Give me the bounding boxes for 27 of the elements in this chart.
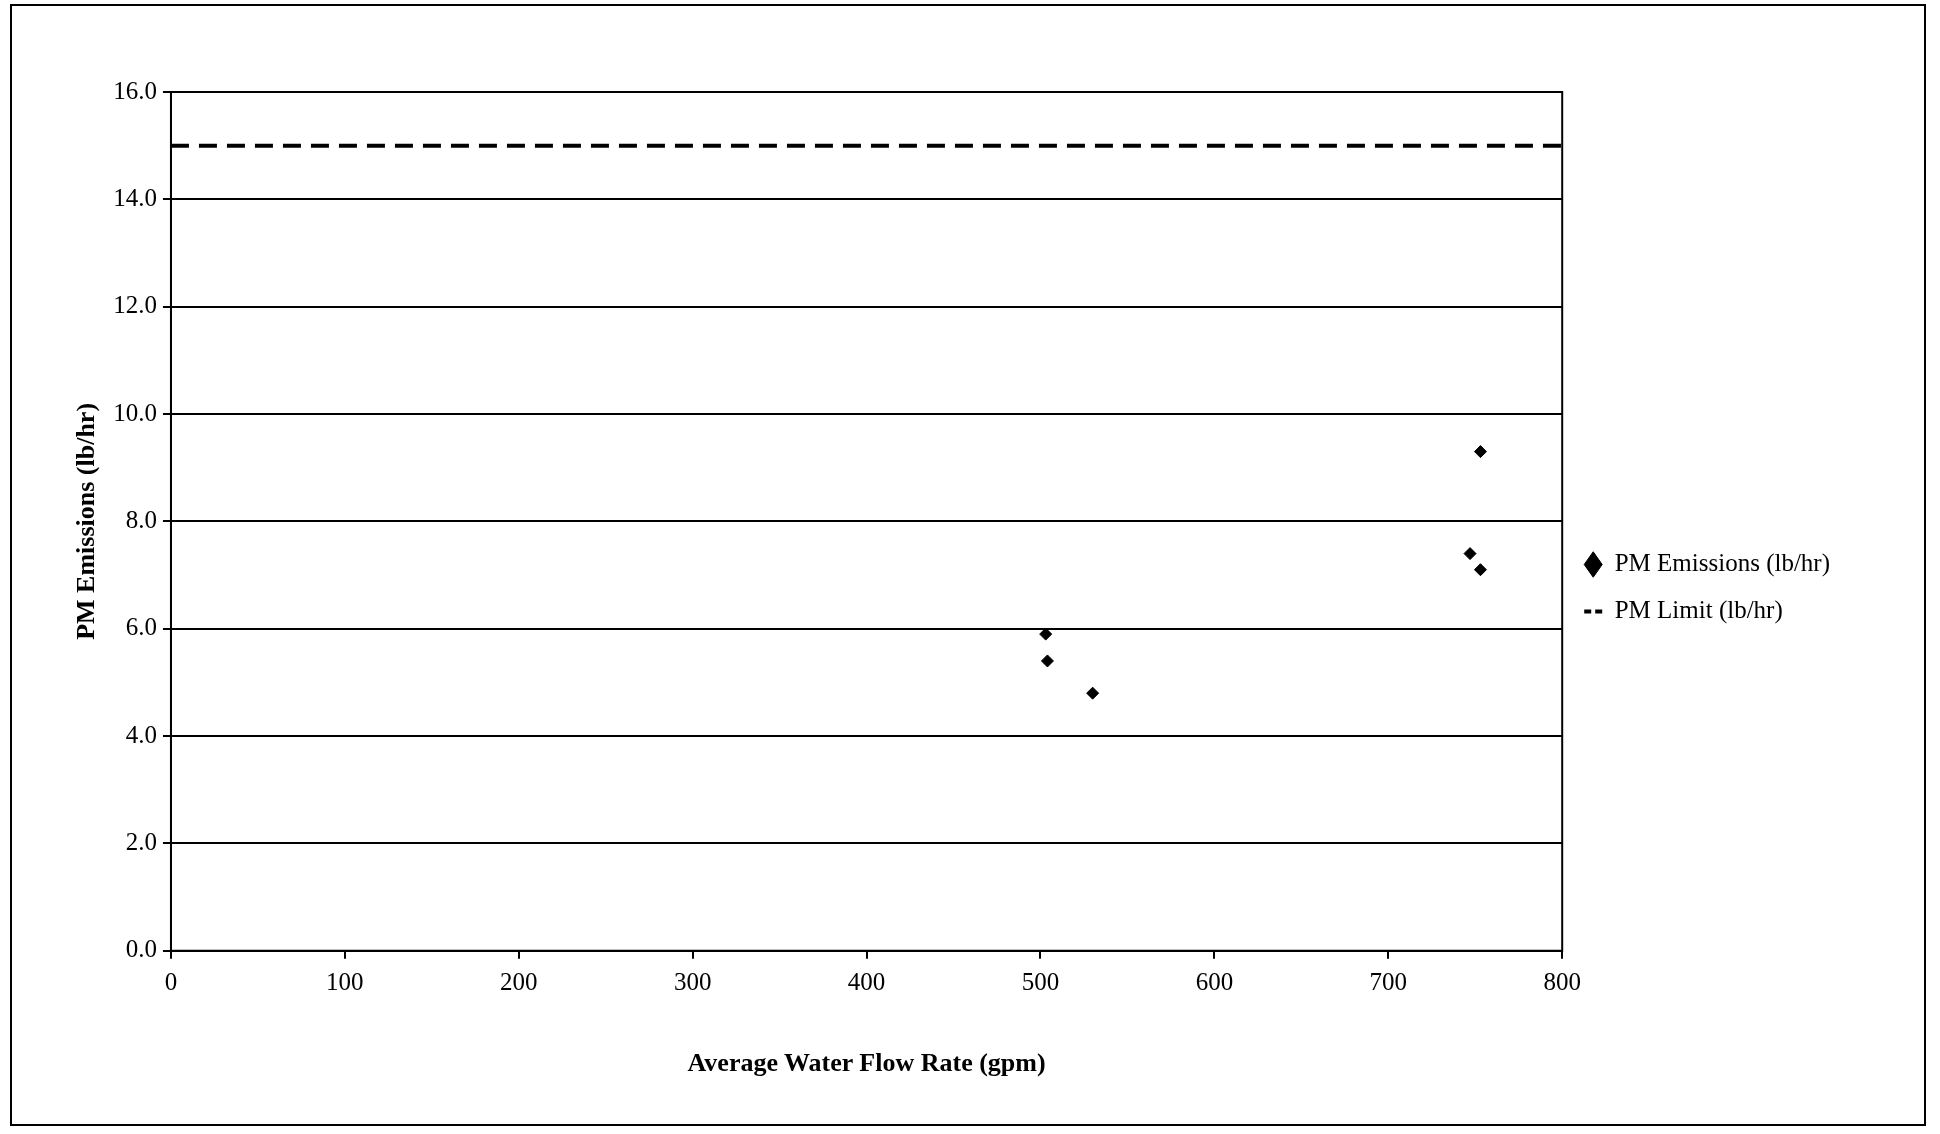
point	[1086, 686, 1100, 700]
x-tick-label: 400	[847, 968, 886, 996]
y-axis-title: PM Emissions (lb/hr)	[71, 402, 101, 640]
point	[1040, 654, 1054, 668]
x-tick-label: 0	[164, 968, 178, 996]
x-tick-label: 600	[1195, 968, 1234, 996]
x-tick-label: 700	[1369, 968, 1408, 996]
y-tick-label: 12.0	[113, 291, 157, 319]
x-tick-label: 200	[500, 968, 538, 996]
legend-label: PM Limit (lb/hr)	[1614, 596, 1783, 625]
x-tick-label: 100	[326, 968, 364, 996]
x-axis-title: Average Water Flow Rate (gpm)	[687, 1048, 1046, 1078]
y-tick-label: 4.0	[125, 720, 157, 748]
x-tick-label: 800	[1543, 968, 1581, 996]
y-tick-label: 6.0	[125, 613, 157, 641]
y-tick-label: 10.0	[113, 398, 157, 426]
y-tick-label: 14.0	[113, 183, 157, 211]
point	[1463, 547, 1477, 561]
y-tick-label: 2.0	[125, 828, 157, 856]
point	[1473, 563, 1487, 577]
x-tick-label: 500	[1021, 968, 1060, 996]
point	[1473, 445, 1487, 459]
x-tick-label: 300	[673, 968, 712, 996]
y-tick-label: 0.0	[125, 935, 157, 963]
y-tick-label: 8.0	[125, 505, 157, 533]
legend-label: PM Emissions (lb/hr)	[1614, 549, 1830, 578]
y-tick-label: 16.0	[113, 76, 157, 104]
